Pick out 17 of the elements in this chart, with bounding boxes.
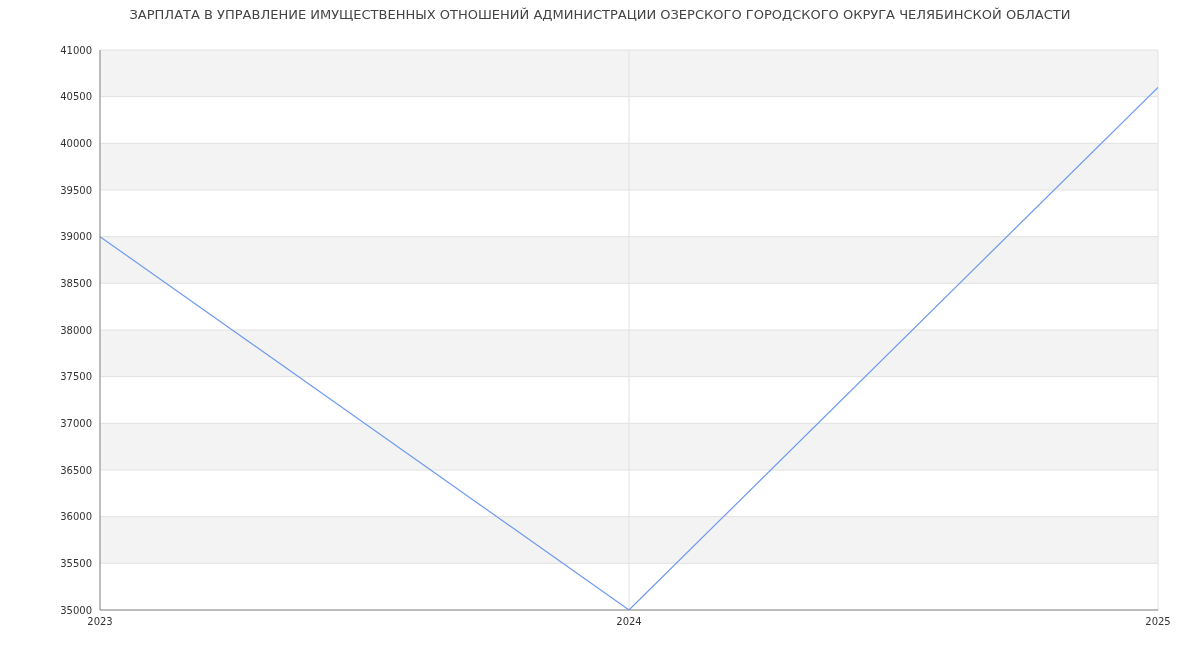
- y-tick-label: 37500: [60, 371, 92, 383]
- y-tick-label: 38000: [60, 324, 92, 336]
- y-tick-label: 41000: [60, 44, 92, 56]
- y-tick-label: 36500: [60, 464, 92, 476]
- y-tick-label: 38500: [60, 277, 92, 289]
- y-tick-label: 39000: [60, 231, 92, 243]
- y-tick-label: 40500: [60, 91, 92, 103]
- y-tick-label: 40000: [60, 137, 92, 149]
- x-tick-label: 2024: [616, 616, 642, 628]
- y-tick-label: 36000: [60, 511, 92, 523]
- y-tick-label: 37000: [60, 417, 92, 429]
- x-tick-label: 2023: [87, 616, 113, 628]
- chart-title: ЗАРПЛАТА В УПРАВЛЕНИЕ ИМУЩЕСТВЕННЫХ ОТНОШЕНИЙ АДМИНИСТРАЦИИ ОЗЕРСКОГО ГОРОДСКОГО ОКРУГА ЧЕЛЯБИНСКОЙ ОБЛАСТИ: [128, 7, 1072, 24]
- x-tick-label: 2025: [1145, 616, 1171, 628]
- y-tick-label: 35500: [60, 557, 92, 569]
- y-tick-label: 35000: [60, 604, 92, 616]
- y-tick-label: 39500: [60, 184, 92, 196]
